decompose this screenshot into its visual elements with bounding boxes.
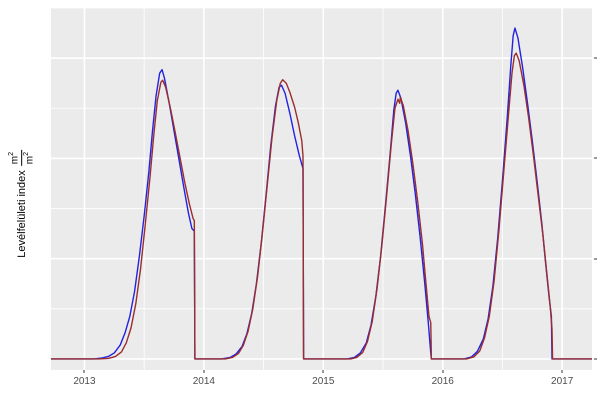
x-tick-label: 2013 — [73, 376, 96, 387]
x-tick-label: 2016 — [431, 376, 454, 387]
x-tick-mark — [561, 370, 563, 373]
x-tick-mark — [83, 370, 85, 373]
series-line-blue — [51, 27, 592, 360]
series-line-red — [51, 52, 592, 360]
x-tick-mark — [322, 370, 324, 373]
y-axis-title-text: Levélfelületi index — [16, 170, 28, 258]
y-axis-title: Levélfelületi index m2 m2 — [8, 24, 36, 384]
y-axis-unit-denominator: m2 — [23, 151, 36, 165]
fraction-bar — [21, 149, 23, 167]
x-tick-mark — [203, 370, 205, 373]
x-tick-label: 2014 — [192, 376, 215, 387]
plot-panel — [51, 8, 592, 370]
y-tick-mark — [594, 157, 597, 159]
y-axis-unit-fraction: m2 m2 — [8, 149, 36, 167]
y-tick-mark — [594, 258, 597, 260]
x-tick-label: 2017 — [551, 376, 574, 387]
y-axis-unit-numerator: m2 — [8, 151, 21, 165]
x-tick-mark — [442, 370, 444, 373]
plot-svg — [51, 8, 592, 370]
y-axis-title-area: Levélfelületi index m2 m2 — [0, 0, 36, 400]
y-tick-mark — [594, 358, 597, 360]
x-tick-label: 2015 — [312, 376, 335, 387]
y-tick-mark — [594, 57, 597, 59]
